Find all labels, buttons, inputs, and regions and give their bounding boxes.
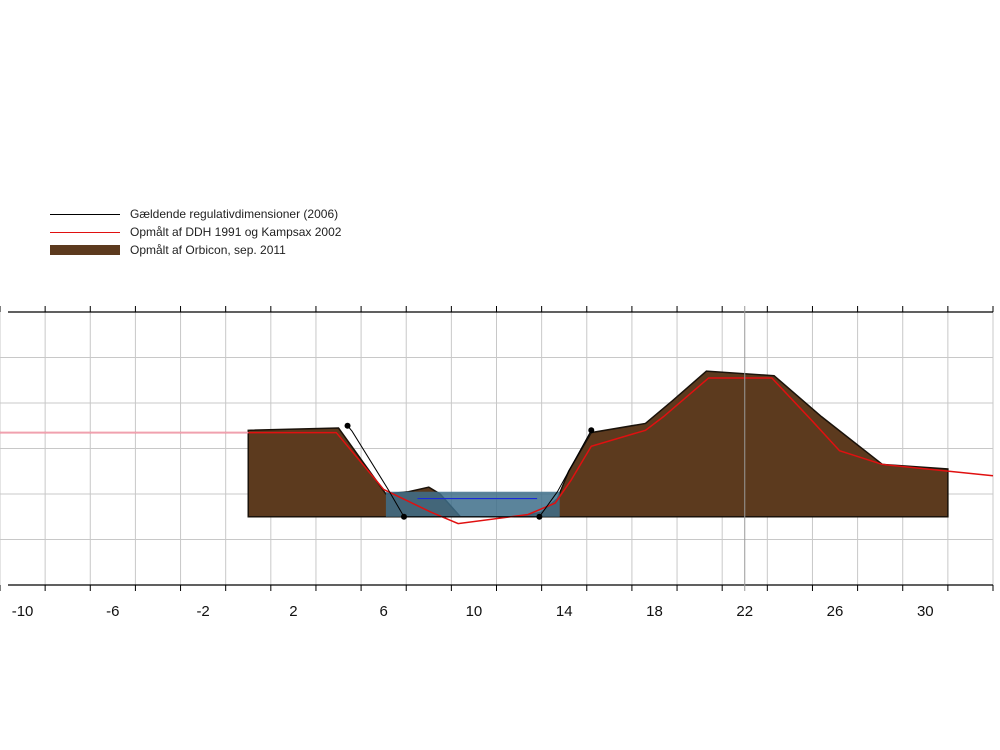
survey-point-marker (344, 422, 351, 429)
survey-point-marker (536, 513, 543, 520)
tick-label: 6 (379, 603, 387, 620)
axes (8, 306, 993, 591)
tick-label: 18 (646, 603, 663, 620)
legend: Gældende regulativdimensioner (2006) Opm… (50, 205, 341, 259)
water-body (385, 491, 560, 517)
tick-label: -6 (106, 603, 119, 620)
tick-label: 30 (917, 603, 934, 620)
series-line-opm-lt-af- (0, 377, 994, 525)
x-ticks: -10 -6 -2 2 6 10 14 18 22 26 30 (0, 306, 994, 620)
tick-label: 26 (827, 603, 844, 620)
survey-point-marker (400, 513, 407, 520)
legend-swatch-brown (50, 245, 120, 255)
legend-label-regulativ: Gældende regulativdimensioner (2006) (130, 207, 339, 221)
tick-label: -2 (196, 603, 209, 620)
tick-label: 2 (289, 603, 297, 620)
legend-swatch-red (50, 227, 120, 237)
legend-line (50, 214, 120, 215)
legend-line (50, 232, 120, 233)
tick-label: 22 (736, 603, 753, 620)
legend-entry-regulativ: Gældende regulativdimensioner (2006) (50, 205, 341, 223)
tick-label: -10 (12, 603, 34, 620)
legend-entry-ddh-kampsax: Opmålt af DDH 1991 og Kampsax 2002 (50, 223, 341, 241)
tick-label: 10 (466, 603, 483, 620)
legend-swatch-black (50, 209, 120, 219)
survey-point-marker (588, 427, 595, 434)
legend-entry-orbicon: Opmålt af Orbicon, sep. 2011 (50, 241, 341, 259)
legend-label-ddh-kampsax: Opmålt af DDH 1991 og Kampsax 2002 (130, 225, 342, 239)
legend-label-orbicon: Opmålt af Orbicon, sep. 2011 (130, 243, 286, 257)
series-layer (0, 370, 994, 525)
tick-label: 14 (556, 603, 573, 620)
